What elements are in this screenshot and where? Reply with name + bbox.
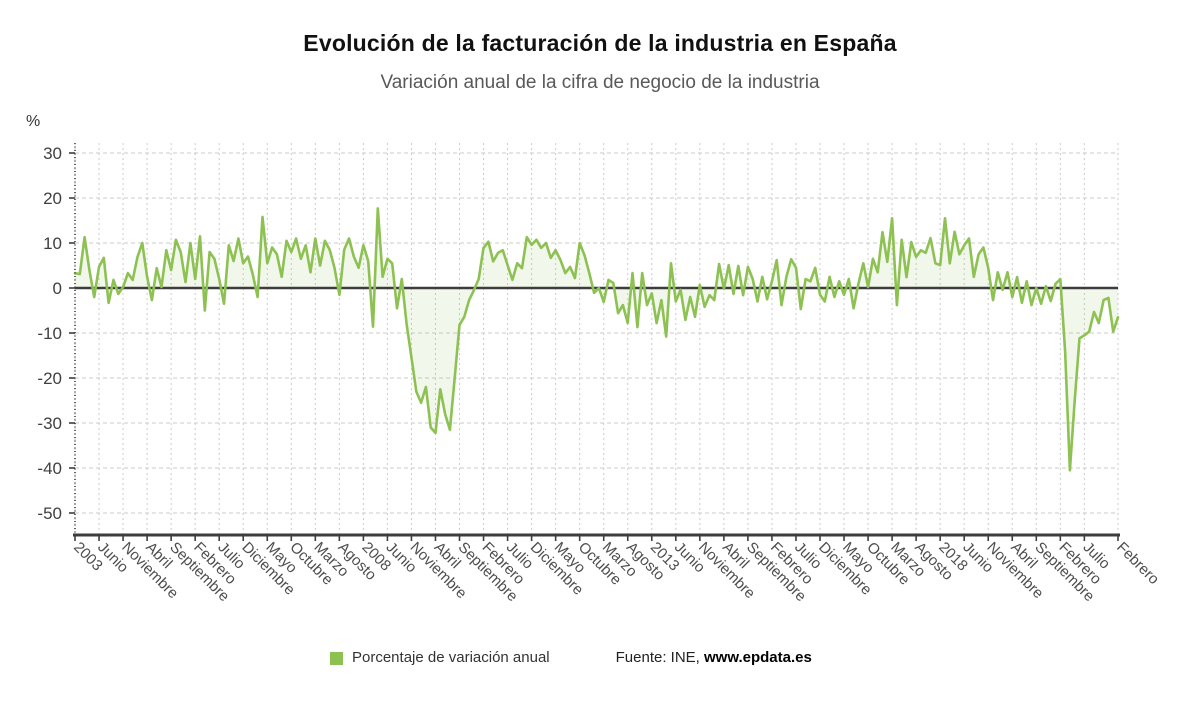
y-axis-unit-label: % [26,113,41,130]
y-tick-label: -10 [37,324,62,343]
legend: Porcentaje de variación anual Fuente: IN… [330,649,812,666]
series-line [73,207,1120,472]
source-prefix: Fuente: INE, [615,649,705,666]
chart-subtitle: Variación anual de la cifra de negocio d… [380,72,820,93]
y-tick-label: -20 [37,369,62,388]
y-tick-label: -50 [37,504,62,523]
page-title: Evolución de la facturación de la indust… [303,30,897,56]
x-tick-label: Febrero [1113,539,1162,588]
y-tick-label: 20 [43,189,62,208]
y-tick-label: 30 [43,144,62,163]
legend-swatch-icon [330,651,343,665]
y-tick-label: -30 [37,414,62,433]
legend-label: Porcentaje de variación anual [352,649,550,666]
epdata-link[interactable]: www.epdata.es [704,649,812,666]
y-tick-label: 10 [43,234,62,253]
source-text: Fuente: INE, www.epdata.es [616,649,812,666]
y-tick-label: -40 [37,459,62,478]
y-tick-label: 0 [53,279,62,298]
legend-item-variacion-anual[interactable]: Porcentaje de variación anual [330,649,550,666]
line-chart: 3020100-10-20-30-40-502003JunioNoviembre… [37,143,1162,605]
